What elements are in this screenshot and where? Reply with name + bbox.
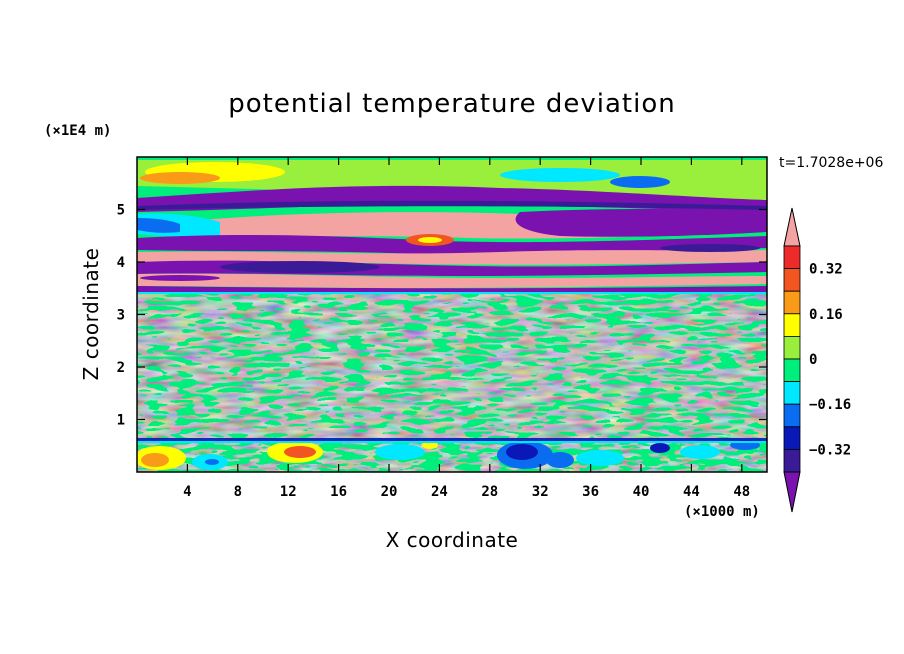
y-tick-label: 5 bbox=[117, 203, 125, 219]
colorbar-segment bbox=[783, 290, 801, 315]
x-axis-label: X coordinate bbox=[386, 528, 519, 552]
x-tick-label: 20 bbox=[381, 484, 398, 500]
colorbar-segment bbox=[783, 313, 801, 337]
x-tick-label: 8 bbox=[234, 484, 242, 500]
colorbar-label: 0 bbox=[809, 352, 817, 368]
x-tick-label: 40 bbox=[633, 484, 650, 500]
time-label: t=1.7028e+06 bbox=[779, 155, 883, 171]
x-tick-label: 12 bbox=[280, 484, 297, 500]
x-tick-label: 36 bbox=[582, 484, 599, 500]
y-axis-ticks: 1 2 3 4 5 bbox=[117, 203, 767, 429]
colorbar-segment bbox=[783, 403, 801, 428]
colorbar-segment bbox=[783, 358, 801, 383]
contour-field bbox=[137, 157, 767, 472]
colorbar-segment bbox=[783, 448, 801, 473]
colorbar-segment bbox=[783, 426, 801, 450]
colorbar-label: 0.32 bbox=[809, 262, 843, 278]
x-tick-label: 24 bbox=[431, 484, 448, 500]
x-axis-ticks: 4 8 12 16 20 24 28 32 36 40 44 48 bbox=[183, 157, 750, 500]
colorbar-extend-high bbox=[783, 207, 801, 247]
x-unit-label: (×1000 m) bbox=[684, 504, 760, 520]
y-axis-label: Z coordinate bbox=[79, 248, 103, 381]
x-tick-label: 4 bbox=[183, 484, 191, 500]
x-tick-label: 48 bbox=[733, 484, 750, 500]
x-tick-label: 44 bbox=[683, 484, 700, 500]
colorbar-segment bbox=[783, 268, 801, 292]
colorbar-segment bbox=[783, 335, 801, 360]
y-tick-label: 2 bbox=[117, 360, 125, 376]
colorbar-extend-low bbox=[783, 471, 801, 513]
y-tick-label: 3 bbox=[117, 308, 125, 324]
chart-title: potential temperature deviation bbox=[228, 89, 675, 119]
x-tick-label: 32 bbox=[532, 484, 549, 500]
colorbar-segment bbox=[783, 245, 801, 270]
colorbar-label: 0.16 bbox=[809, 307, 843, 323]
x-tick-label: 28 bbox=[481, 484, 498, 500]
y-tick-label: 1 bbox=[117, 413, 125, 429]
y-tick-label: 4 bbox=[117, 255, 125, 271]
colorbar-label: −0.16 bbox=[809, 397, 851, 413]
colorbar: 0.32 0.16 0 −0.16 −0.32 bbox=[783, 207, 851, 513]
x-tick-label: 16 bbox=[330, 484, 347, 500]
y-unit-label: (×1E4 m) bbox=[44, 123, 111, 139]
colorbar-segment bbox=[783, 381, 801, 405]
colorbar-label: −0.32 bbox=[809, 442, 851, 458]
